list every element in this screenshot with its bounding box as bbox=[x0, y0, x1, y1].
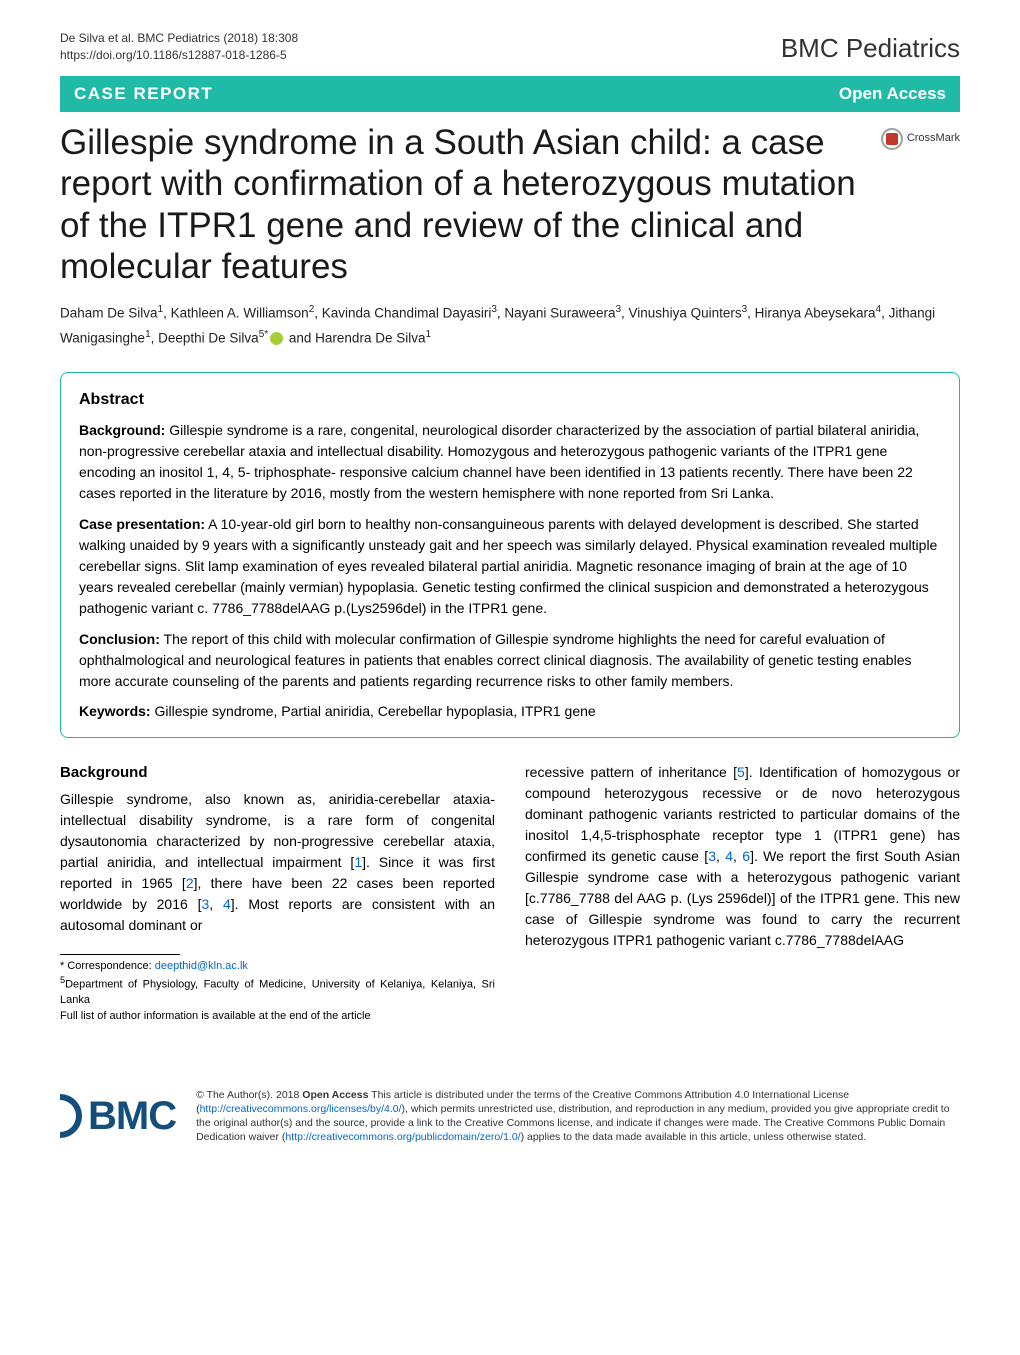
bmc-logo: BMC bbox=[60, 1088, 176, 1144]
crossmark-label: CrossMark bbox=[907, 131, 960, 146]
background-paragraph-right: recessive pattern of inheritance [5]. Id… bbox=[525, 762, 960, 951]
background-heading: Background bbox=[60, 762, 495, 785]
body-columns: Background Gillespie syndrome, also know… bbox=[60, 762, 960, 1024]
correspondence-label: * Correspondence: bbox=[60, 960, 155, 972]
abstract-conclusion: Conclusion: The report of this child wit… bbox=[79, 629, 941, 692]
cc-license-link[interactable]: http://creativecommons.org/licenses/by/4… bbox=[200, 1103, 402, 1115]
crossmark-badge[interactable]: CrossMark bbox=[881, 128, 960, 150]
abstract-box: Abstract Background: Gillespie syndrome … bbox=[60, 372, 960, 738]
license-text: © The Author(s). 2018 Open Access This a… bbox=[196, 1088, 960, 1145]
correspondence-separator bbox=[60, 954, 180, 955]
bmc-logo-text: BMC bbox=[88, 1088, 176, 1144]
correspondence-block: * Correspondence: deepthid@kln.ac.lk 5De… bbox=[60, 959, 495, 1024]
running-head-block: De Silva et al. BMC Pediatrics (2018) 18… bbox=[60, 30, 298, 64]
column-right: recessive pattern of inheritance [5]. Id… bbox=[525, 762, 960, 1024]
correspondence-email[interactable]: deepthid@kln.ac.lk bbox=[155, 960, 248, 972]
full-author-info-note: Full list of author information is avail… bbox=[60, 1009, 495, 1024]
article-title: Gillespie syndrome in a South Asian chil… bbox=[60, 122, 873, 287]
ref-link[interactable]: 2 bbox=[186, 875, 194, 891]
abstract-keywords: Keywords: Gillespie syndrome, Partial an… bbox=[79, 702, 941, 722]
abstract-background-label: Background: bbox=[79, 422, 165, 438]
abstract-case: Case presentation: A 10-year-old girl bo… bbox=[79, 514, 941, 619]
journal-brand: BMC Pediatrics bbox=[781, 30, 960, 66]
authors-list: Daham De Silva1, Kathleen A. Williamson2… bbox=[60, 301, 960, 350]
header-meta: De Silva et al. BMC Pediatrics (2018) 18… bbox=[60, 0, 960, 66]
abstract-background-text: Gillespie syndrome is a rare, congenital… bbox=[79, 422, 919, 501]
doi: https://doi.org/10.1186/s12887-018-1286-… bbox=[60, 47, 298, 64]
cc-pd-link[interactable]: http://creativecommons.org/publicdomain/… bbox=[285, 1131, 520, 1143]
ref-link[interactable]: 4 bbox=[223, 896, 231, 912]
abstract-conclusion-text: The report of this child with molecular … bbox=[79, 631, 911, 689]
license-footer: BMC © The Author(s). 2018 Open Access Th… bbox=[0, 1088, 1020, 1145]
article-type-label: CASE REPORT bbox=[74, 82, 213, 106]
abstract-case-label: Case presentation: bbox=[79, 516, 205, 532]
ref-link[interactable]: 3 bbox=[708, 848, 716, 864]
column-left: Background Gillespie syndrome, also know… bbox=[60, 762, 495, 1024]
keywords-label: Keywords: bbox=[79, 703, 151, 719]
bmc-halfcircle-icon bbox=[60, 1094, 82, 1138]
ref-link[interactable]: 6 bbox=[742, 848, 750, 864]
keywords-text: Gillespie syndrome, Partial aniridia, Ce… bbox=[151, 703, 596, 719]
abstract-heading: Abstract bbox=[79, 389, 941, 411]
crossmark-icon bbox=[881, 128, 903, 150]
running-head: De Silva et al. BMC Pediatrics (2018) 18… bbox=[60, 30, 298, 47]
abstract-case-text: A 10-year-old girl born to healthy non-c… bbox=[79, 516, 937, 616]
background-paragraph-left: Gillespie syndrome, also known as, aniri… bbox=[60, 789, 495, 936]
ref-link[interactable]: 4 bbox=[725, 848, 733, 864]
open-access-bold: Open Access bbox=[302, 1089, 368, 1101]
abstract-conclusion-label: Conclusion: bbox=[79, 631, 160, 647]
open-access-label: Open Access bbox=[839, 82, 946, 106]
abstract-background: Background: Gillespie syndrome is a rare… bbox=[79, 420, 941, 504]
article-type-banner: CASE REPORT Open Access bbox=[60, 76, 960, 112]
ref-link[interactable]: 5 bbox=[737, 764, 745, 780]
ref-link[interactable]: 1 bbox=[354, 854, 362, 870]
correspondence-affil: Department of Physiology, Faculty of Med… bbox=[60, 979, 495, 1006]
